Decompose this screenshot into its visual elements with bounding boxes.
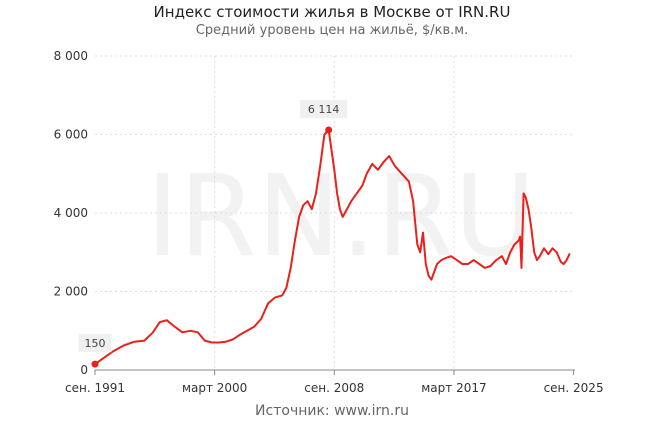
source-caption: Источник: www.irn.ru — [255, 403, 409, 419]
x-tick-label: сен. 2025 — [544, 381, 604, 395]
y-tick-label: 0 — [80, 363, 88, 377]
annotation-label: 150 — [85, 337, 106, 350]
y-tick-label: 4 000 — [54, 206, 88, 220]
x-axis-labels: сен. 1991 март 2000 сен. 2008 март 2017 сен.… — [65, 381, 604, 395]
chart-subtitle: Средний уровень цен на жильё, $/кв.м. — [195, 23, 469, 38]
series-line — [94, 129, 571, 366]
y-tick-label: 8 000 — [54, 49, 88, 63]
series-group — [94, 129, 571, 366]
x-tick-label: сен. 1991 — [65, 381, 125, 395]
axes — [94, 369, 575, 375]
x-tick-label: сен. 2008 — [304, 381, 364, 395]
y-tick-label: 2 000 — [54, 285, 88, 299]
annotations: 150 6 114 — [78, 100, 348, 368]
x-tick-label: март 2000 — [182, 381, 247, 395]
watermark-text: IRN.RU — [146, 152, 536, 282]
gridlines — [95, 55, 575, 370]
y-tick-label: 6 000 — [54, 128, 88, 142]
x-tick-label: март 2017 — [421, 381, 486, 395]
annotation-box — [300, 100, 348, 119]
annotation-marker — [91, 360, 99, 368]
annotation-label: 6 114 — [308, 103, 340, 116]
y-axis-labels: 0 2 000 4 000 6 000 8 000 — [54, 49, 88, 377]
annotation-box — [78, 334, 112, 353]
chart-title: Индекс стоимости жилья в Москве от IRN.R… — [153, 3, 511, 21]
annotation-marker — [325, 126, 333, 134]
